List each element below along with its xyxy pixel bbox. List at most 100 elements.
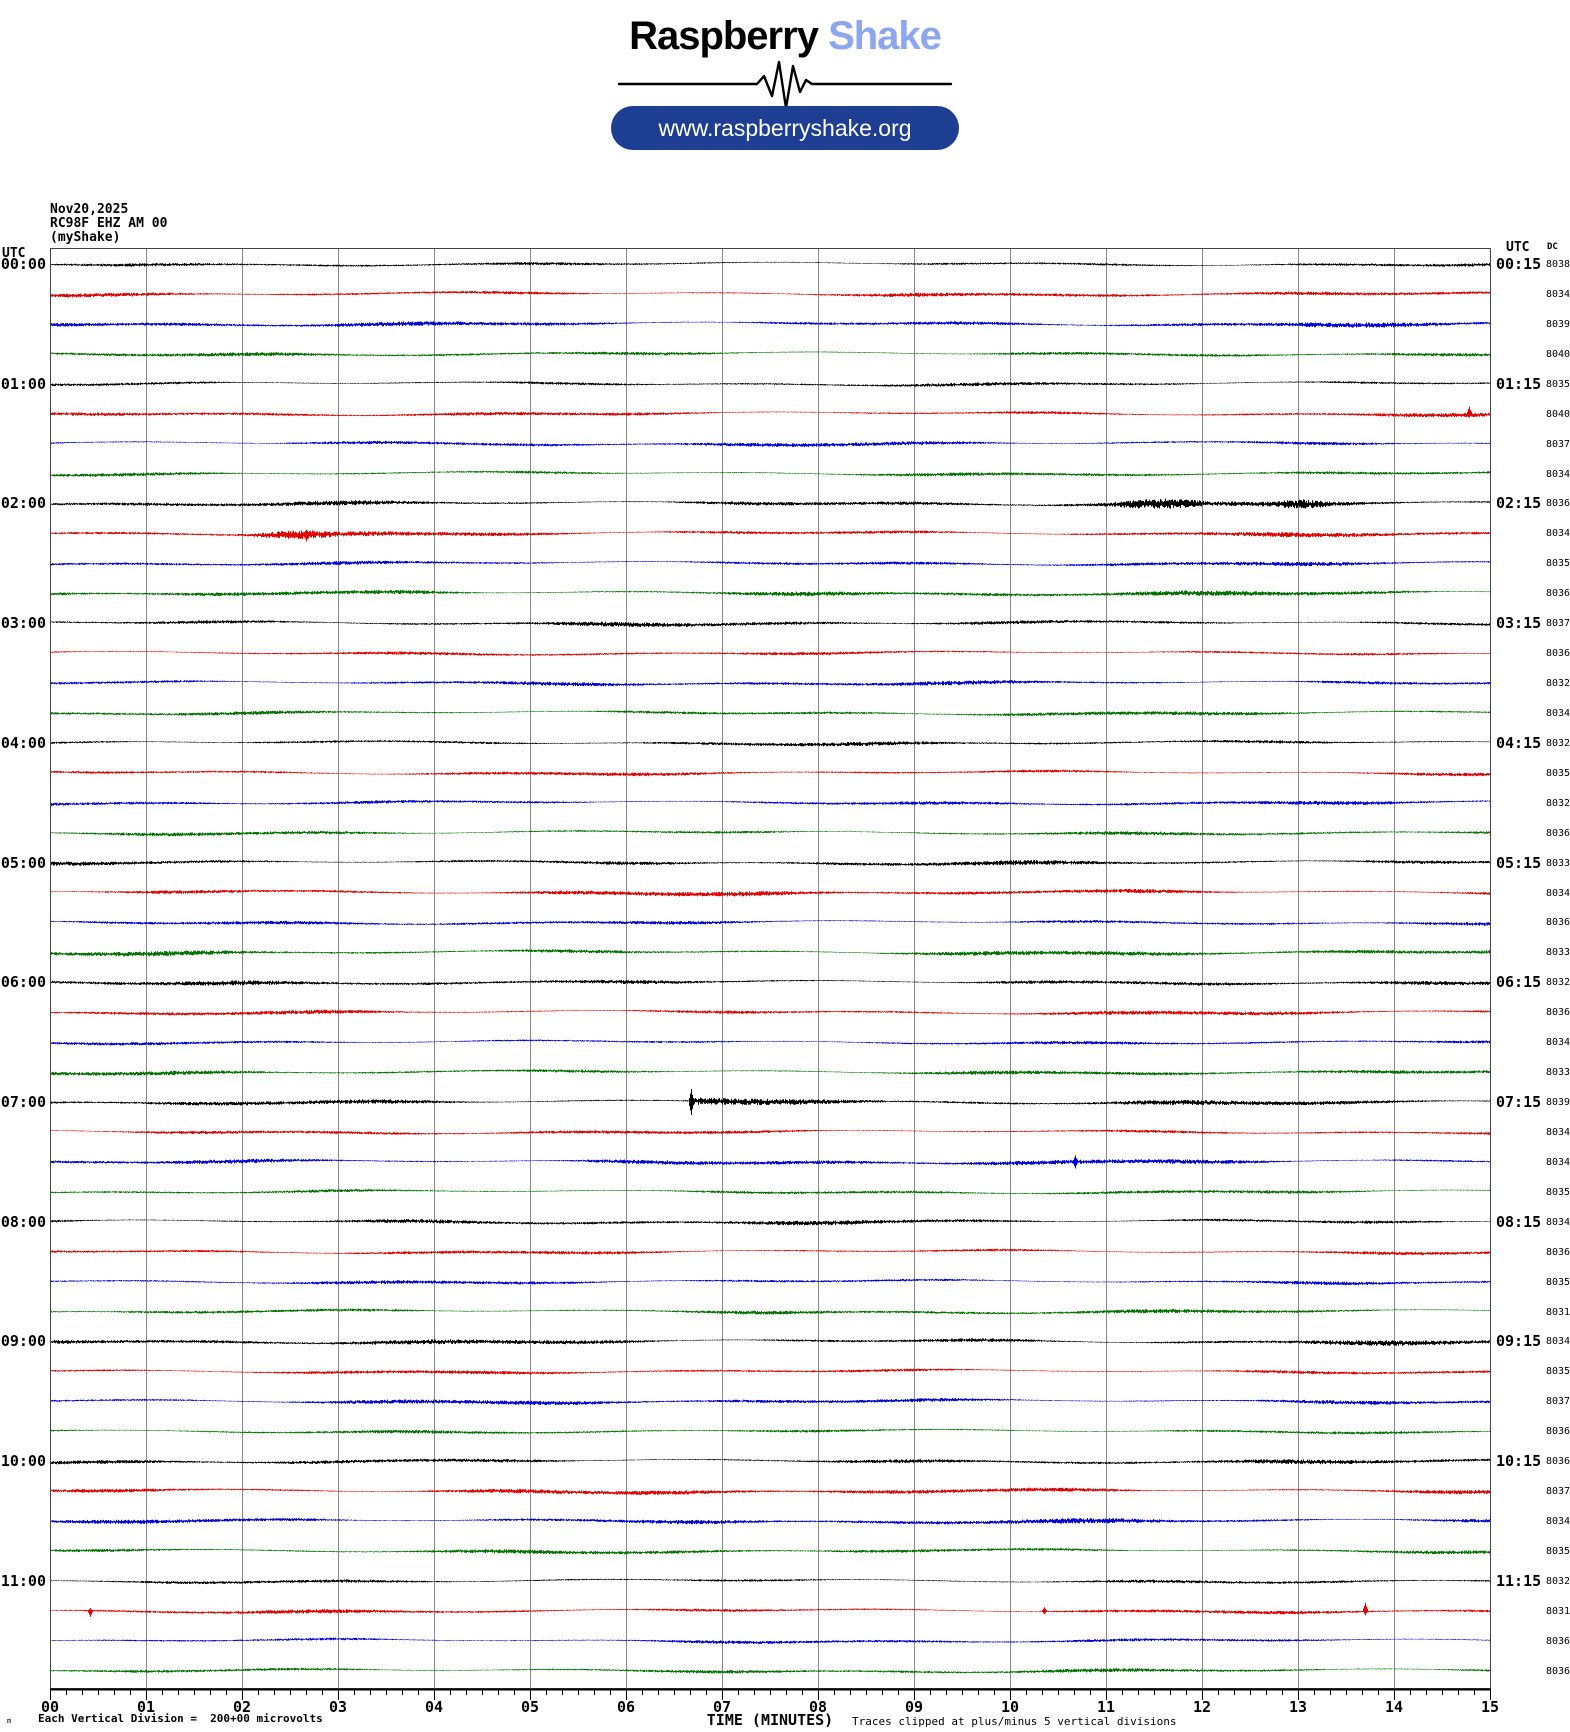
dc-offset-value: 8036 bbox=[1546, 1007, 1570, 1019]
plot-station-id: RC98F EHZ AM 00 bbox=[50, 216, 168, 231]
brand-name-black: Raspberry bbox=[629, 14, 819, 58]
dc-offset-value: 8038 bbox=[1546, 259, 1570, 270]
utc-right-label: 07:15 bbox=[1496, 1093, 1542, 1112]
x-tick-label: 09 bbox=[904, 1698, 924, 1716]
corner-mark: m bbox=[7, 1717, 12, 1725]
dc-offset-value: 8034 bbox=[1546, 1516, 1570, 1528]
x-tick-label: 01 bbox=[136, 1698, 156, 1716]
utc-right-label: 05:15 bbox=[1496, 853, 1542, 872]
dc-offset-value: 8035 bbox=[1546, 378, 1570, 390]
utc-left-label: 01:00 bbox=[0, 374, 46, 393]
x-tick-label: 10 bbox=[1000, 1698, 1020, 1716]
utc-left-label: 08:00 bbox=[0, 1212, 46, 1231]
utc-right-label: 06:15 bbox=[1496, 973, 1542, 992]
dc-offset-value: 8036 bbox=[1546, 648, 1570, 660]
utc-left-label: 00:00 bbox=[0, 255, 46, 273]
x-tick-label: 05 bbox=[520, 1698, 540, 1716]
utc-header-left: UTC bbox=[2, 246, 26, 261]
utc-left-label: 05:00 bbox=[0, 853, 46, 872]
dc-offset-value: 8033 bbox=[1546, 1067, 1570, 1079]
utc-left-label: 11:00 bbox=[0, 1571, 46, 1590]
dc-offset-value: 8034 bbox=[1546, 468, 1570, 480]
utc-right-label: 02:15 bbox=[1496, 494, 1542, 513]
x-tick-label: 15 bbox=[1480, 1698, 1500, 1716]
dc-offset-value: 8039 bbox=[1546, 1097, 1570, 1109]
x-tick-label: 14 bbox=[1384, 1698, 1404, 1716]
utc-right-label: 08:15 bbox=[1496, 1212, 1542, 1231]
dc-offset-value: 8035 bbox=[1546, 1366, 1570, 1378]
utc-right-label: 03:15 bbox=[1496, 614, 1542, 633]
utc-header-right: UTC bbox=[1506, 240, 1530, 255]
dc-offset-value: 8036 bbox=[1546, 1635, 1570, 1647]
x-tick-label: 13 bbox=[1288, 1698, 1308, 1716]
dc-offset-value: 8035 bbox=[1546, 1276, 1570, 1288]
dc-offset-value: 8032 bbox=[1546, 678, 1570, 690]
dc-offset-value: 8036 bbox=[1546, 1426, 1570, 1438]
dc-header: DC bbox=[1547, 242, 1558, 252]
dc-offset-value: 8034 bbox=[1546, 1126, 1570, 1138]
utc-left-label: 07:00 bbox=[0, 1093, 46, 1112]
dc-offset-value: 8034 bbox=[1546, 887, 1570, 899]
utc-left-label: 09:00 bbox=[0, 1332, 46, 1351]
x-axis-title: TIME (MINUTES) bbox=[706, 1711, 834, 1729]
utc-left-label: 03:00 bbox=[0, 614, 46, 633]
utc-right-label: 10:15 bbox=[1496, 1452, 1542, 1471]
utc-left-label: 10:00 bbox=[0, 1452, 46, 1471]
dc-offset-value: 8034 bbox=[1546, 1216, 1570, 1228]
dc-offset-value: 8039 bbox=[1546, 318, 1570, 330]
utc-right-label: 01:15 bbox=[1496, 374, 1542, 393]
plot-date: Nov20,2025 bbox=[50, 202, 129, 217]
dc-offset-value: 8040 bbox=[1546, 348, 1570, 360]
utc-left-label: 06:00 bbox=[0, 973, 46, 992]
dc-offset-value: 8036 bbox=[1546, 1456, 1570, 1468]
utc-right-label: 00:15 bbox=[1496, 255, 1542, 273]
dc-offset-value: 8035 bbox=[1546, 1545, 1570, 1557]
dc-offset-value: 8037 bbox=[1546, 1396, 1570, 1408]
vertical-division-note: Each Vertical Division = 200+00 microvol… bbox=[38, 1712, 323, 1725]
dc-offset-value: 8037 bbox=[1546, 438, 1570, 450]
dc-offset-value: 8036 bbox=[1546, 498, 1570, 510]
x-tick-label: 06 bbox=[616, 1698, 636, 1716]
dc-offset-value: 8034 bbox=[1546, 1037, 1570, 1049]
x-tick-label: 11 bbox=[1096, 1698, 1116, 1716]
plot-network: (myShake) bbox=[50, 230, 121, 245]
x-tick-label: 03 bbox=[328, 1698, 348, 1716]
website-url-label: www.raspberryshake.org bbox=[658, 114, 912, 141]
dc-offset-value: 8032 bbox=[1546, 737, 1570, 749]
dc-offset-value: 8033 bbox=[1546, 947, 1570, 959]
dc-offset-value: 8034 bbox=[1546, 1156, 1570, 1168]
brand-name-accent: Shake bbox=[828, 14, 942, 58]
dc-offset-value: 8035 bbox=[1546, 767, 1570, 779]
x-tick-label: 07 bbox=[712, 1698, 732, 1716]
x-tick-label: 08 bbox=[808, 1698, 828, 1716]
dc-offset-value: 8031 bbox=[1546, 1605, 1570, 1617]
helicorder-plot bbox=[50, 248, 1491, 1704]
seismic-waveform-icon bbox=[617, 60, 953, 110]
dc-offset-value: 8032 bbox=[1546, 1575, 1570, 1587]
x-tick-label: 04 bbox=[424, 1698, 444, 1716]
x-tick-label: 00 bbox=[40, 1698, 60, 1716]
dc-offset-value: 8036 bbox=[1546, 1246, 1570, 1258]
dc-offset-value: 8033 bbox=[1546, 857, 1570, 869]
dc-offset-value: 8037 bbox=[1546, 1486, 1570, 1498]
x-tick-label: 12 bbox=[1192, 1698, 1212, 1716]
dc-offset-value: 8035 bbox=[1546, 1186, 1570, 1198]
utc-left-label: 04:00 bbox=[0, 733, 46, 752]
clipping-note: Traces clipped at plus/minus 5 vertical … bbox=[852, 1715, 1177, 1728]
dc-offset-value: 8036 bbox=[1546, 827, 1570, 839]
dc-offset-value: 8036 bbox=[1546, 917, 1570, 929]
utc-left-label: 02:00 bbox=[0, 494, 46, 513]
dc-offset-value: 8035 bbox=[1546, 558, 1570, 570]
website-url-button[interactable]: www.raspberryshake.org bbox=[611, 106, 959, 150]
dc-offset-value: 8037 bbox=[1546, 618, 1570, 630]
x-tick-label: 02 bbox=[232, 1698, 252, 1716]
dc-offset-value: 8034 bbox=[1546, 707, 1570, 719]
utc-right-label: 04:15 bbox=[1496, 733, 1542, 752]
dc-offset-value: 8032 bbox=[1546, 797, 1570, 809]
dc-offset-value: 8040 bbox=[1546, 408, 1570, 420]
dc-offset-value: 8036 bbox=[1546, 588, 1570, 600]
dc-offset-value: 8034 bbox=[1546, 1336, 1570, 1348]
brand-logo: Raspberry Shake bbox=[0, 14, 1570, 59]
dc-offset-value: 8036 bbox=[1546, 1665, 1570, 1677]
dc-offset-value: 8032 bbox=[1546, 977, 1570, 989]
